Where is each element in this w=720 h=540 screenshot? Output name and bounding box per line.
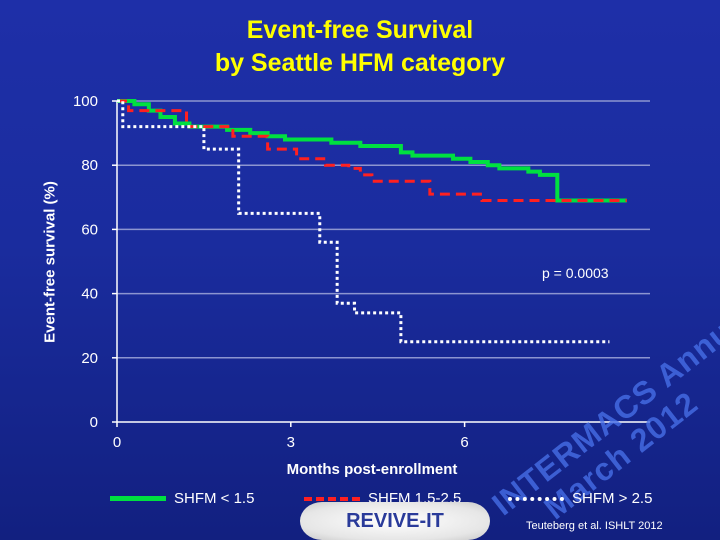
- x-tick-label-6: 6: [460, 434, 468, 451]
- legend-swatch-green: [110, 496, 166, 501]
- series-lines: [117, 99, 627, 344]
- y-tick-label-100: 100: [73, 93, 98, 110]
- x-tick-label-0: 0: [113, 434, 121, 451]
- legend-swatch-white: [508, 496, 564, 501]
- y-tick-label-20: 20: [81, 350, 98, 367]
- p-value-annotation: p = 0.0003: [542, 265, 609, 281]
- y-tick-label-0: 0: [90, 414, 98, 431]
- legend-swatch-red: [304, 496, 360, 501]
- legend-item-shfm-high: SHFM > 2.5: [508, 490, 652, 507]
- series-line-2: [117, 99, 610, 344]
- legend-label-shfm-low: SHFM < 1.5: [174, 490, 255, 507]
- x-axis-label: Months post-enrollment: [287, 461, 458, 478]
- grid-lines: [117, 100, 650, 359]
- series-line-1: [117, 99, 627, 203]
- y-tick-label-60: 60: [81, 221, 98, 238]
- x-tick-label-3: 3: [287, 434, 295, 451]
- revive-it-badge: REVIVE-IT: [300, 502, 490, 540]
- chart-title: Event-free Survival by Seattle HFM categ…: [0, 14, 720, 80]
- series-line-0: [117, 99, 627, 203]
- title-line-1: Event-free Survival: [246, 16, 474, 44]
- y-tick-label-40: 40: [81, 286, 98, 303]
- axes: [112, 100, 650, 427]
- title-line-2: by Seattle HFM category: [214, 49, 506, 77]
- y-tick-label-80: 80: [81, 157, 98, 174]
- legend-item-shfm-low: SHFM < 1.5: [110, 490, 254, 507]
- citation: Teuteberg et al. ISHLT 2012: [526, 520, 663, 532]
- legend-label-shfm-high: SHFM > 2.5: [572, 490, 653, 507]
